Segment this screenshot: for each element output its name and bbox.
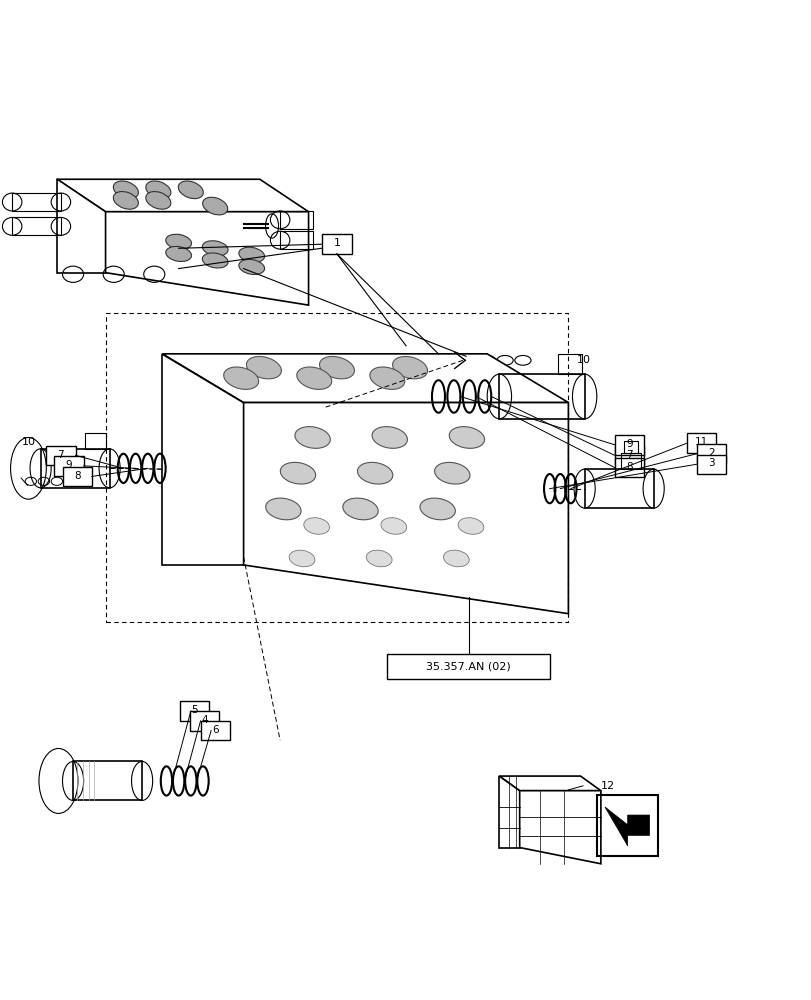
Bar bbox=[614, 458, 643, 477]
Ellipse shape bbox=[443, 550, 469, 567]
Text: 12: 12 bbox=[600, 781, 614, 791]
Text: 9: 9 bbox=[66, 460, 72, 470]
Text: 7: 7 bbox=[58, 450, 64, 460]
Bar bbox=[46, 446, 75, 465]
Polygon shape bbox=[519, 791, 600, 864]
Ellipse shape bbox=[223, 367, 259, 389]
Ellipse shape bbox=[289, 550, 315, 567]
Bar bbox=[322, 234, 351, 254]
Polygon shape bbox=[162, 354, 243, 565]
Ellipse shape bbox=[238, 259, 264, 274]
Polygon shape bbox=[105, 212, 308, 305]
Ellipse shape bbox=[178, 181, 203, 199]
Ellipse shape bbox=[165, 234, 191, 249]
Bar bbox=[620, 453, 641, 469]
Bar bbox=[85, 433, 105, 449]
Ellipse shape bbox=[366, 550, 392, 567]
Ellipse shape bbox=[114, 181, 138, 199]
Polygon shape bbox=[243, 403, 568, 614]
Bar bbox=[180, 701, 209, 721]
Bar bbox=[686, 433, 715, 453]
Text: 8: 8 bbox=[74, 471, 80, 481]
Bar bbox=[62, 467, 92, 486]
Ellipse shape bbox=[392, 356, 427, 379]
Bar bbox=[596, 795, 657, 856]
Bar bbox=[499, 374, 584, 419]
Text: 3: 3 bbox=[707, 458, 714, 468]
Text: 4: 4 bbox=[201, 715, 208, 725]
Text: 11: 11 bbox=[694, 437, 707, 447]
Bar bbox=[54, 456, 84, 476]
Ellipse shape bbox=[434, 462, 470, 484]
Text: 35.357.AN (02): 35.357.AN (02) bbox=[426, 661, 510, 671]
Text: 5: 5 bbox=[191, 705, 198, 715]
Bar bbox=[614, 435, 643, 455]
Ellipse shape bbox=[114, 192, 138, 209]
Ellipse shape bbox=[265, 498, 301, 520]
Ellipse shape bbox=[146, 181, 170, 199]
Ellipse shape bbox=[296, 367, 332, 389]
Bar bbox=[12, 217, 61, 235]
Polygon shape bbox=[499, 776, 519, 848]
Bar bbox=[190, 711, 219, 731]
Bar bbox=[584, 469, 653, 508]
Ellipse shape bbox=[357, 462, 393, 484]
Bar bbox=[280, 211, 312, 229]
Ellipse shape bbox=[146, 192, 170, 209]
Bar bbox=[12, 193, 61, 211]
Ellipse shape bbox=[303, 518, 329, 534]
Polygon shape bbox=[604, 807, 649, 846]
Bar bbox=[41, 449, 109, 488]
Ellipse shape bbox=[419, 498, 455, 520]
Bar bbox=[73, 761, 142, 800]
Ellipse shape bbox=[448, 427, 484, 448]
Text: 8: 8 bbox=[625, 462, 632, 472]
Ellipse shape bbox=[371, 427, 407, 448]
Bar bbox=[614, 446, 643, 465]
Ellipse shape bbox=[203, 197, 227, 215]
Ellipse shape bbox=[165, 246, 191, 262]
Text: 2: 2 bbox=[707, 448, 714, 458]
Bar bbox=[387, 654, 549, 679]
Ellipse shape bbox=[202, 253, 228, 268]
Ellipse shape bbox=[280, 462, 315, 484]
Text: 1: 1 bbox=[333, 238, 340, 248]
Bar bbox=[200, 721, 230, 740]
Text: 9: 9 bbox=[625, 439, 632, 449]
Bar bbox=[280, 231, 312, 249]
Ellipse shape bbox=[294, 427, 330, 448]
Ellipse shape bbox=[369, 367, 405, 389]
Ellipse shape bbox=[380, 518, 406, 534]
Bar bbox=[696, 444, 725, 463]
Ellipse shape bbox=[457, 518, 483, 534]
Polygon shape bbox=[57, 179, 308, 212]
Text: 10: 10 bbox=[576, 355, 590, 365]
Bar bbox=[696, 455, 725, 474]
Text: 6: 6 bbox=[212, 725, 218, 735]
Bar bbox=[623, 441, 637, 453]
Ellipse shape bbox=[319, 356, 354, 379]
Polygon shape bbox=[499, 776, 600, 791]
Ellipse shape bbox=[342, 498, 378, 520]
Bar bbox=[557, 354, 581, 374]
Ellipse shape bbox=[238, 247, 264, 262]
Text: 7: 7 bbox=[625, 450, 632, 460]
Ellipse shape bbox=[202, 241, 228, 256]
Ellipse shape bbox=[246, 356, 281, 379]
Polygon shape bbox=[57, 179, 105, 273]
Text: 10: 10 bbox=[22, 437, 36, 447]
Polygon shape bbox=[162, 354, 568, 403]
